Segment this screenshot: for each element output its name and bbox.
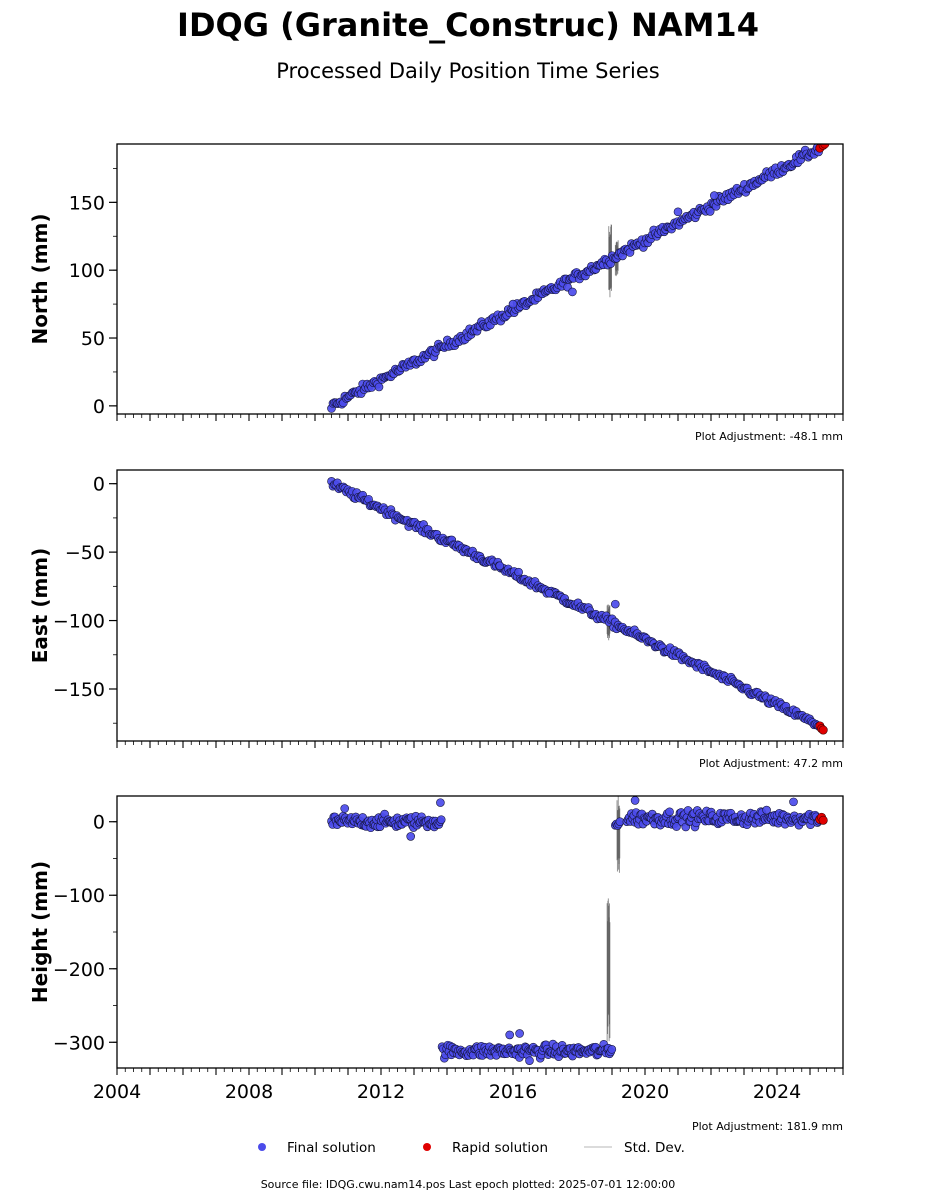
y-tick-label: −50 — [65, 542, 105, 564]
rapid-point — [819, 726, 827, 734]
y-tick-label: 50 — [81, 328, 105, 350]
x-ticks — [117, 414, 843, 421]
final-solution-points — [328, 144, 823, 413]
final-solution-points — [328, 796, 824, 1064]
x-tick-label: 2004 — [93, 1081, 141, 1103]
axes-frame — [117, 470, 843, 741]
y-ticks: 0 −50 −100 −150 — [53, 474, 117, 724]
x-tick-label: 2008 — [225, 1081, 273, 1103]
axes-frame — [117, 796, 843, 1068]
rapid-point — [819, 816, 827, 824]
legend-std-label: Std. Dev. — [624, 1140, 685, 1156]
legend-final-marker — [258, 1143, 266, 1151]
y-tick-label: 0 — [93, 474, 105, 496]
y-axis-label: North (mm) — [28, 213, 52, 344]
y-tick-label: −300 — [53, 1032, 105, 1054]
rapid-solution-points — [816, 140, 829, 152]
std-dev-spike — [607, 898, 610, 1041]
figure-title: IDQG (Granite_Construc) NAM14 — [177, 6, 759, 44]
plot-area — [328, 796, 828, 1065]
y-ticks: 0 50 100 150 — [69, 168, 117, 417]
x-ticks — [117, 741, 843, 748]
x-tick-label: 2024 — [753, 1081, 801, 1103]
legend-rapid-label: Rapid solution — [452, 1140, 548, 1156]
y-ticks: 0 −100 −200 −300 — [53, 812, 117, 1055]
plot-adjustment-note: Plot Adjustment: 47.2 mm — [699, 757, 843, 770]
plot-adjustment-note: Plot Adjustment: -48.1 mm — [695, 430, 843, 443]
y-tick-label: −100 — [53, 611, 105, 633]
x-tick-label: 2016 — [489, 1081, 537, 1103]
panels: 0 50 100 150 North (mm) Plot Adjustment: -48.… — [28, 140, 843, 1133]
legend-rapid-marker — [423, 1143, 431, 1151]
axes-frame — [117, 144, 843, 414]
y-tick-label: 150 — [69, 192, 105, 214]
y-tick-label: −200 — [53, 959, 105, 981]
plot-adjustment-note: Plot Adjustment: 181.9 mm — [692, 1120, 843, 1133]
y-tick-label: −100 — [53, 885, 105, 907]
legend: Final solution Rapid solution Std. Dev. — [258, 1140, 685, 1156]
std-dev-spike — [617, 796, 620, 873]
panel-height: 0 −100 −200 −300 2004 2008 2012 2016 2020 2024 Hei… — [28, 796, 843, 1133]
y-tick-label: 0 — [93, 812, 105, 834]
x-tick-label: 2012 — [357, 1081, 405, 1103]
plot-area — [328, 477, 828, 734]
y-axis-label: East (mm) — [28, 548, 52, 664]
figure-subtitle: Processed Daily Position Time Series — [276, 59, 660, 83]
final-solution-points — [328, 477, 823, 730]
source-footer: Source file: IDQG.cwu.nam14.pos Last epo… — [261, 1178, 676, 1191]
y-tick-label: −150 — [53, 679, 105, 701]
legend-final-label: Final solution — [287, 1140, 376, 1156]
y-tick-label: 100 — [69, 260, 105, 282]
y-tick-label: 0 — [93, 396, 105, 418]
x-tick-label: 2020 — [621, 1081, 669, 1103]
plot-area — [328, 140, 830, 413]
x-ticks — [117, 1068, 843, 1075]
panel-north: 0 50 100 150 North (mm) Plot Adjustment: -48.… — [28, 140, 843, 443]
rapid-solution-points — [816, 722, 828, 735]
y-axis-label: Height (mm) — [28, 861, 52, 1003]
